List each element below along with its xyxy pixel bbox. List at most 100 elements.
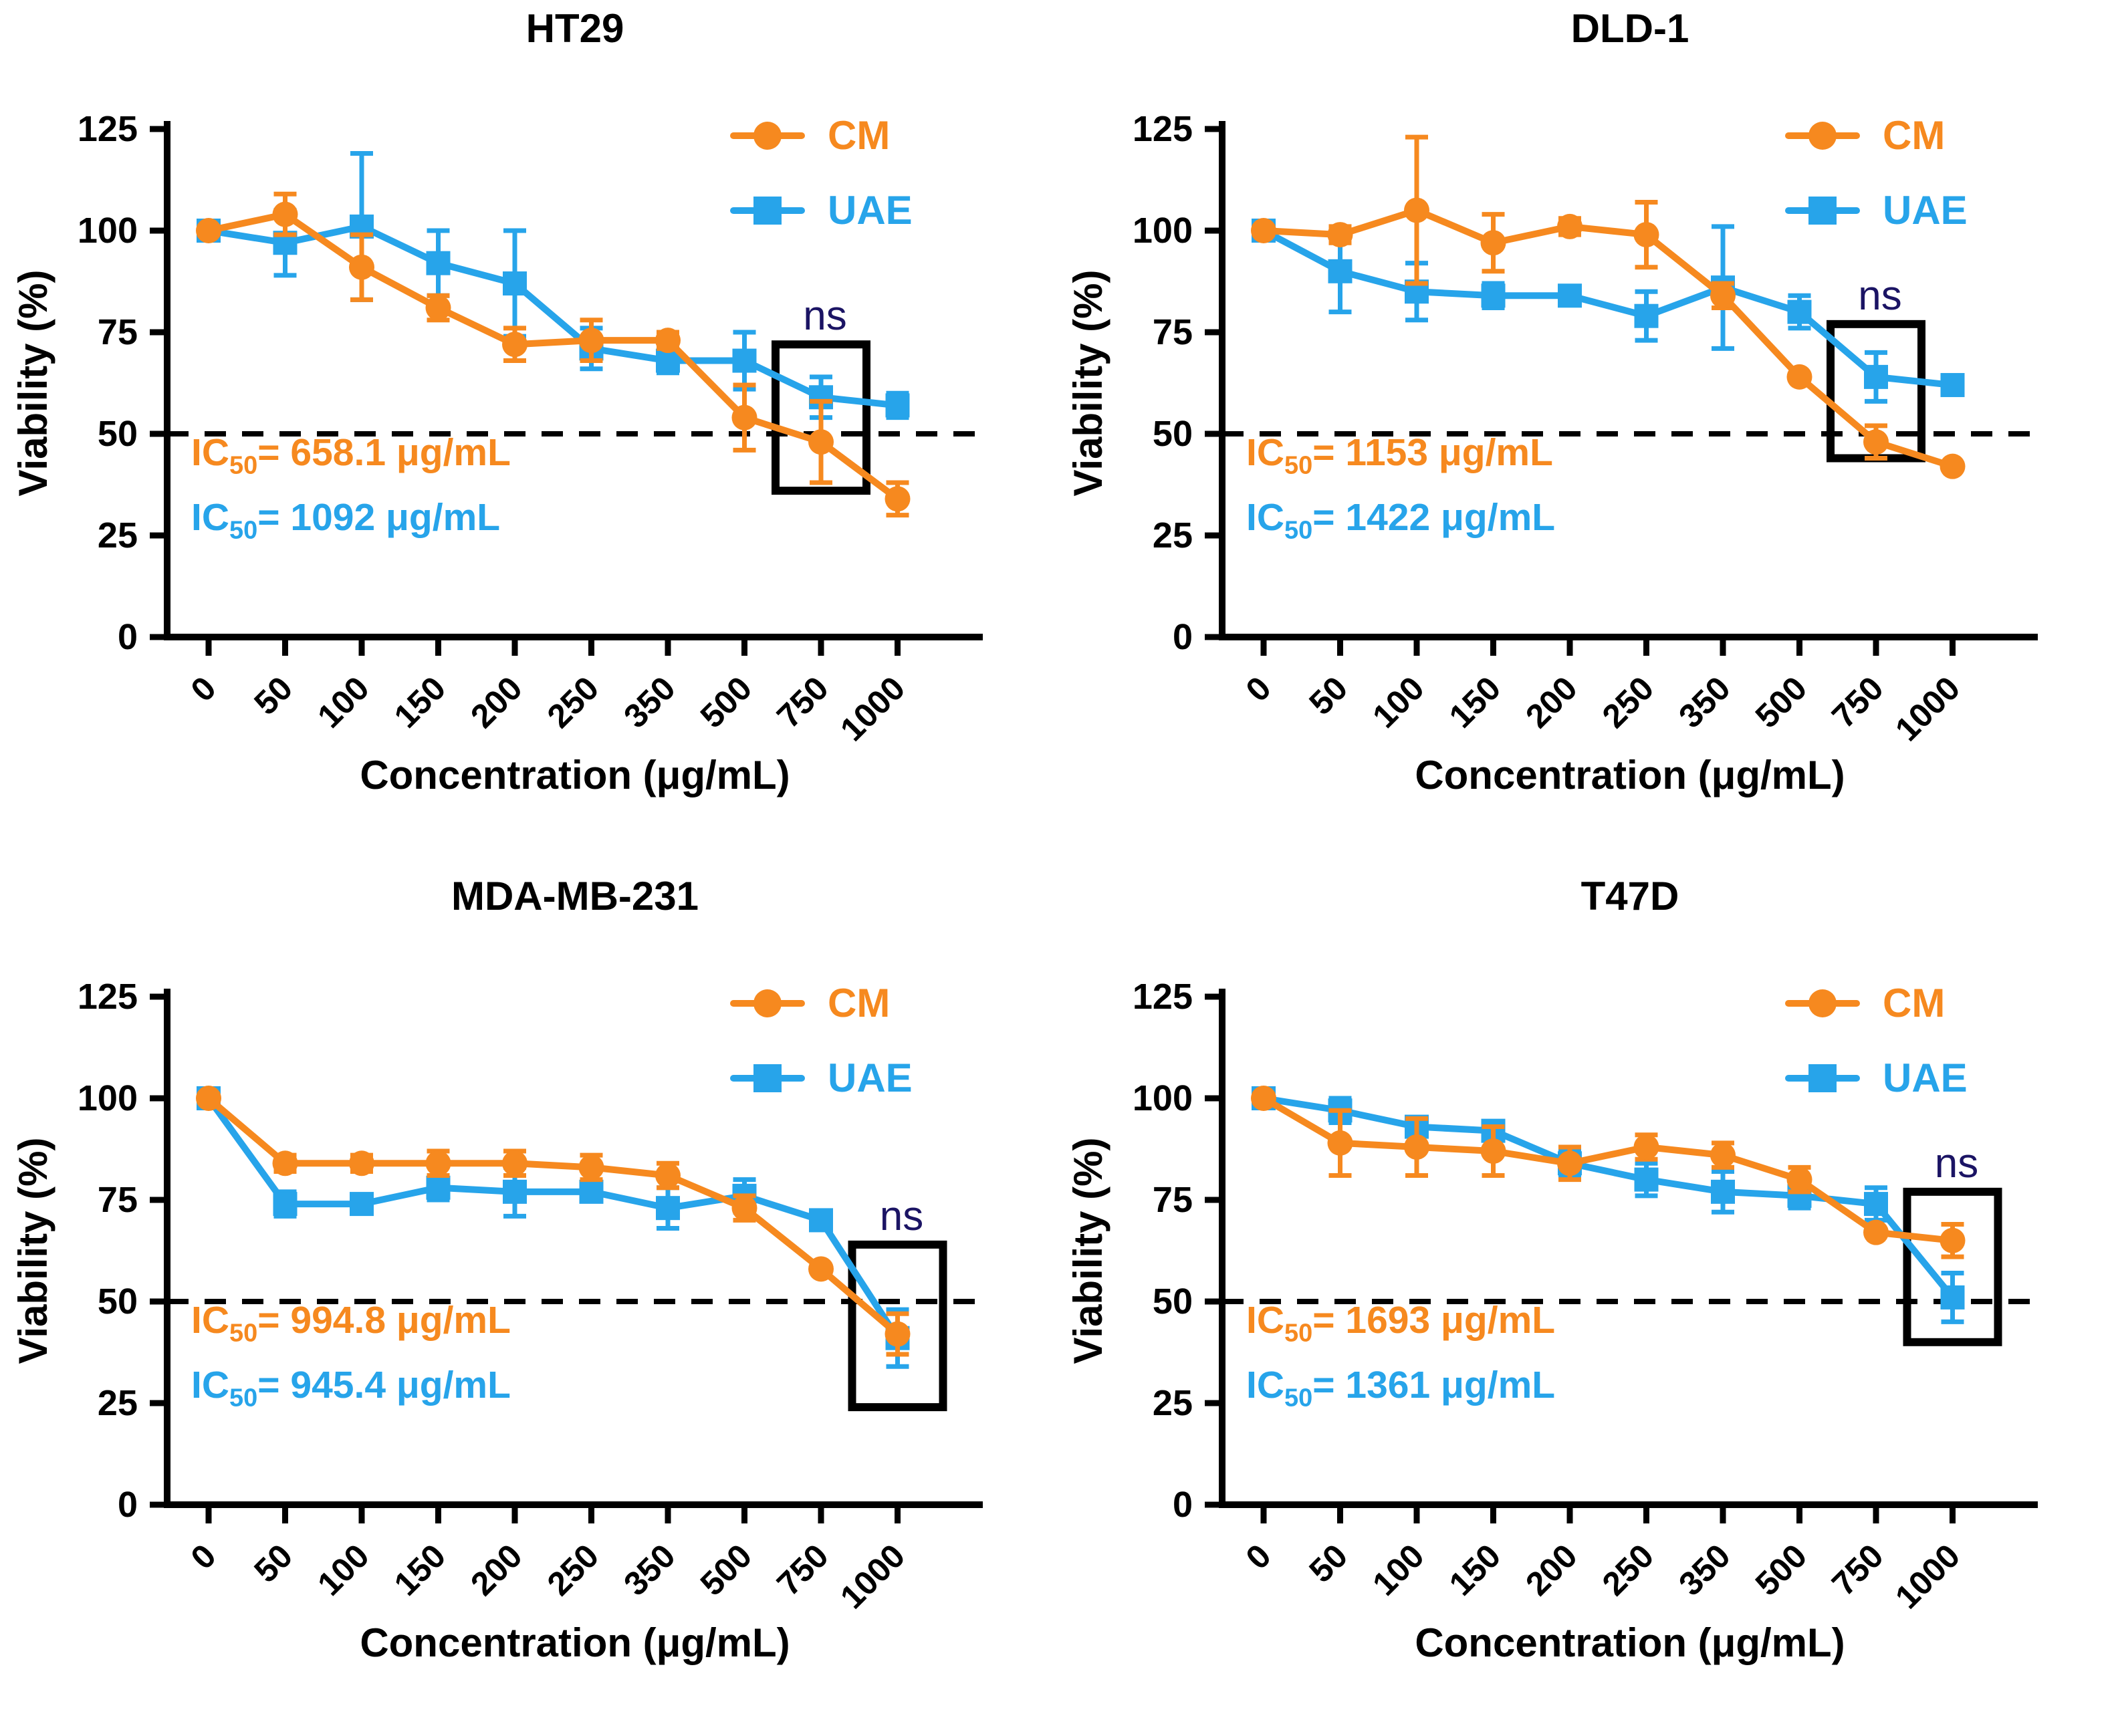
x-tick-label: 500 (693, 669, 759, 735)
legend-item-cm: CM (730, 107, 913, 164)
ns-label: ns (1935, 1140, 1978, 1187)
x-tick-label: 1000 (1888, 669, 1967, 748)
y-axis-label: Viability (%) (1066, 270, 1110, 497)
legend-item-cm: CM (1785, 107, 1968, 164)
data-point-circle (885, 486, 911, 512)
data-point-circle (272, 201, 298, 227)
series-uae (197, 1086, 910, 1369)
legend-label-uae: UAE (828, 188, 913, 233)
x-tick-label: 100 (310, 1537, 376, 1603)
data-point-square (1864, 1192, 1888, 1217)
data-point-circle (808, 1256, 834, 1282)
legend: CM UAE (730, 975, 913, 1107)
cm-circle-marker-icon (1785, 122, 1860, 150)
series-line (208, 223, 899, 409)
chart-title-mdamb231: MDA-MB-231 (451, 874, 699, 918)
y-axis-label: Viability (%) (11, 270, 55, 497)
x-tick-label: 200 (1518, 669, 1585, 735)
data-point-circle (1557, 1150, 1582, 1176)
legend-item-uae: UAE (1785, 1049, 1968, 1107)
legend-label-cm: CM (828, 981, 891, 1025)
data-point-circle (1327, 222, 1353, 248)
data-point-circle (196, 218, 221, 243)
x-tick-label: 150 (1442, 669, 1508, 735)
data-point-circle (808, 429, 834, 455)
data-point-circle (1940, 453, 1966, 479)
y-tick-label: 0 (118, 1485, 138, 1525)
data-point-circle (1327, 1130, 1353, 1156)
legend: CM UAE (1785, 107, 1968, 239)
y-tick-label: 25 (98, 1383, 138, 1423)
chart-panel-t47d: T47D 0 25 50 75 100 125 0 50 100 150 200 250 350 500 7… (1055, 868, 2110, 1735)
legend-item-cm: CM (1785, 975, 1968, 1032)
series-cm (196, 1086, 911, 1357)
data-point-circle (349, 254, 374, 280)
ic50-uae-value: IC50= 1092 μg/mL (191, 495, 501, 545)
x-axis-label: Concentration (μg/mL) (360, 1620, 790, 1665)
data-point-circle (1710, 283, 1736, 309)
series-line (1263, 1095, 1956, 1300)
data-point-circle (1557, 213, 1582, 239)
x-tick-label: 250 (1595, 1537, 1661, 1603)
data-point-square (1940, 373, 1965, 398)
data-point-circle (1251, 1086, 1276, 1111)
y-tick-label: 75 (1153, 1180, 1193, 1220)
y-tick-label: 125 (78, 109, 138, 149)
data-point-square (273, 1192, 298, 1217)
legend-label-uae: UAE (828, 1056, 913, 1100)
ic50-uae-value: IC50= 1361 μg/mL (1246, 1363, 1556, 1412)
x-tick-label: 1000 (1888, 1537, 1967, 1616)
data-point-square (732, 348, 757, 373)
x-axis-label: Concentration (μg/mL) (360, 753, 790, 797)
ic50-annotations: IC50= 994.8 μg/mL IC50= 945.4 μg/mL (191, 1297, 511, 1414)
legend-label-uae: UAE (1883, 1056, 1968, 1100)
series-uae (1252, 1086, 1965, 1324)
cm-circle-marker-icon (730, 989, 805, 1017)
uae-square-marker-icon (730, 197, 805, 225)
data-point-circle (731, 404, 757, 430)
data-point-square (1787, 299, 1812, 324)
x-tick-label: 500 (1748, 1537, 1814, 1603)
legend-label-uae: UAE (1883, 188, 1968, 233)
ic50-cm-value: IC50= 1693 μg/mL (1246, 1299, 1556, 1348)
y-axis-label: Viability (%) (11, 1138, 55, 1364)
cm-circle-marker-icon (1785, 989, 1860, 1017)
series-line (1263, 207, 1954, 470)
data-point-circle (1480, 1138, 1506, 1164)
data-point-circle (655, 328, 681, 354)
y-tick-label: 100 (1133, 211, 1193, 251)
ns-box (848, 1240, 947, 1412)
legend-item-uae: UAE (730, 1049, 913, 1107)
y-tick-label: 25 (1153, 1383, 1193, 1423)
x-tick-label: 750 (1825, 1537, 1891, 1603)
y-tick-label: 125 (1133, 977, 1193, 1017)
data-point-square (1558, 283, 1582, 308)
y-tick-label: 50 (1153, 414, 1193, 454)
ns-label: ns (1858, 273, 1901, 319)
x-tick-label: 100 (1365, 669, 1431, 735)
x-tick-label: 500 (693, 1537, 759, 1603)
chart-panel-dld1: DLD-1 0 25 50 75 100 125 0 50 100 150 200 250 350 500… (1055, 0, 2110, 868)
x-tick-label: 250 (540, 1537, 606, 1603)
ic50-annotations: IC50= 1693 μg/mL IC50= 1361 μg/mL (1246, 1297, 1555, 1414)
x-tick-label: 150 (1442, 1537, 1508, 1603)
y-tick-label: 75 (1153, 312, 1193, 352)
x-tick-label: 100 (310, 669, 376, 735)
uae-square-marker-icon (1785, 197, 1860, 225)
data-point-square (1481, 283, 1506, 308)
series-uae (1252, 219, 1965, 404)
data-point-square (885, 393, 910, 418)
legend-item-uae: UAE (730, 182, 913, 239)
x-tick-label: 750 (770, 669, 836, 735)
series-cm (1251, 1086, 1966, 1259)
y-tick-label: 25 (1153, 515, 1193, 555)
y-axis-label: Viability (%) (1066, 1138, 1110, 1364)
y-tick-label: 125 (1133, 109, 1193, 149)
data-point-circle (1786, 1166, 1812, 1193)
x-tick-label: 0 (184, 1537, 223, 1576)
data-point-circle (1940, 1227, 1966, 1253)
